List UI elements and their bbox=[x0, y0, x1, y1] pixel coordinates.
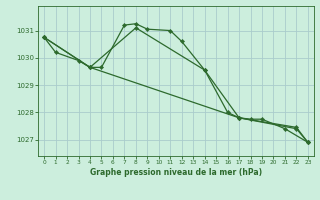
X-axis label: Graphe pression niveau de la mer (hPa): Graphe pression niveau de la mer (hPa) bbox=[90, 168, 262, 177]
